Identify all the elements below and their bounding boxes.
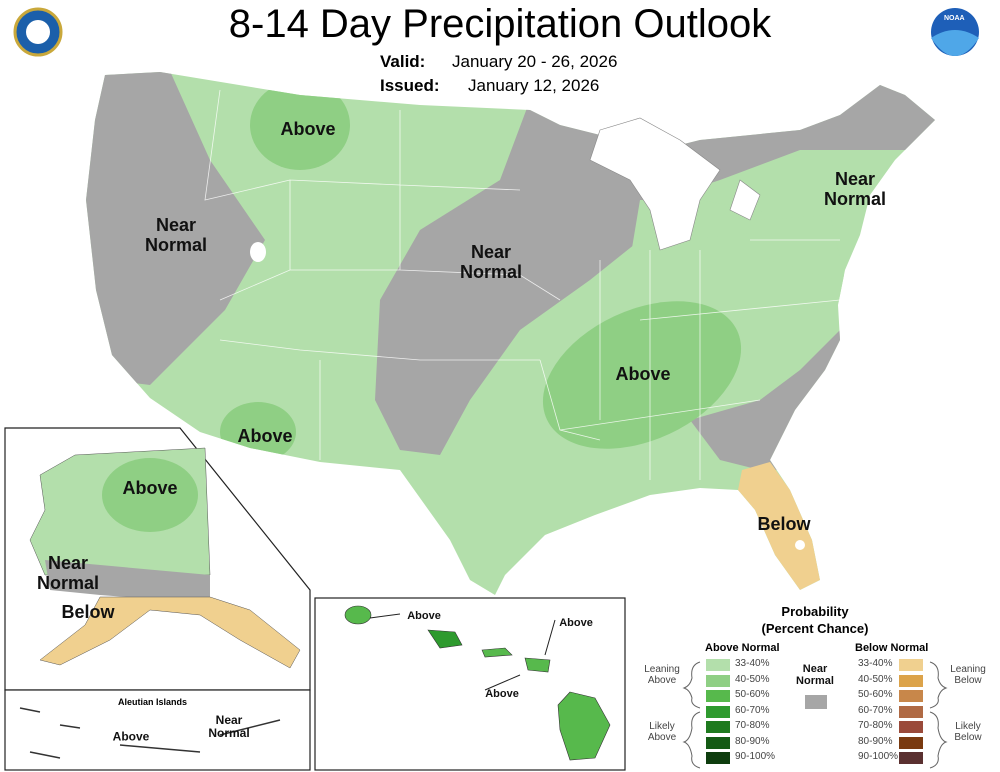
near-label: Near Normal	[796, 662, 834, 687]
below-range: 70-80%	[858, 720, 893, 731]
likely-below: Likely Below	[954, 721, 982, 743]
near-normal-swatch	[805, 695, 827, 709]
leaning-above: Leaning Above	[644, 664, 680, 686]
region-label: Near Normal	[823, 169, 886, 209]
above-range: 33-40%	[735, 658, 770, 669]
below-range: 33-40%	[858, 658, 893, 669]
region-label: Above	[112, 729, 150, 744]
region-label: Above	[122, 478, 178, 499]
region-label: Near Normal	[36, 553, 99, 593]
above-range: 80-90%	[735, 735, 770, 747]
below-range: 60-70%	[858, 704, 893, 716]
region-label: Near Normal	[459, 242, 522, 282]
above-swatch	[706, 721, 730, 733]
legend-title: Probability	[781, 604, 849, 619]
above-swatch	[706, 705, 730, 718]
above-swatch	[706, 674, 730, 687]
region-label: Above	[237, 426, 293, 447]
above-swatch	[706, 752, 730, 764]
below-swatch	[899, 659, 923, 671]
above-swatch	[706, 736, 730, 749]
region-label: Above	[559, 616, 593, 629]
region-label: Below	[757, 514, 811, 535]
legend-subtitle: (Percent Chance)	[761, 621, 869, 636]
below-swatch	[899, 705, 923, 718]
valid-label: Valid:	[380, 52, 426, 71]
aleutian-title: Aleutian Islands	[118, 697, 188, 707]
below-header: Below Normal	[855, 642, 929, 654]
region-label: Above	[407, 609, 441, 622]
region-label: Above	[615, 364, 671, 385]
issued-label: Issued:	[380, 76, 440, 95]
above-swatch	[706, 659, 730, 671]
above-range: 40-50%	[735, 673, 770, 685]
region-label: Near Normal	[208, 712, 250, 740]
below-swatch	[899, 752, 923, 764]
below-swatch	[899, 674, 923, 687]
below-range: 90-100%	[858, 751, 899, 762]
region-label: Below	[61, 602, 115, 623]
above-range: 60-70%	[735, 704, 770, 716]
valid: January 20 - 26, 2026	[452, 52, 618, 71]
above-range: 90-100%	[735, 751, 776, 762]
hawaii-inset	[314, 597, 626, 771]
region-label: Near Normal	[144, 215, 207, 255]
region-label: Above	[485, 687, 519, 700]
below-swatch	[899, 736, 923, 749]
region-label: Above	[280, 119, 336, 140]
leaning-below: Leaning Below	[950, 664, 986, 686]
below-range: 80-90%	[858, 735, 893, 747]
logo-text: NOAA	[944, 15, 965, 22]
below-range: 40-50%	[858, 673, 893, 685]
above-range: 50-60%	[735, 689, 770, 700]
below-swatch	[899, 721, 923, 733]
likely-above: Likely Above	[647, 721, 677, 743]
above-header: Above Normal	[705, 642, 780, 654]
alaska-inset	[4, 427, 311, 771]
issued: January 12, 2026	[468, 76, 600, 95]
above-swatch	[706, 690, 730, 702]
below-swatch	[899, 690, 923, 702]
above-range: 70-80%	[735, 720, 770, 731]
below-range: 50-60%	[858, 689, 893, 700]
title: 8-14 Day Precipitation Outlook	[228, 2, 772, 46]
